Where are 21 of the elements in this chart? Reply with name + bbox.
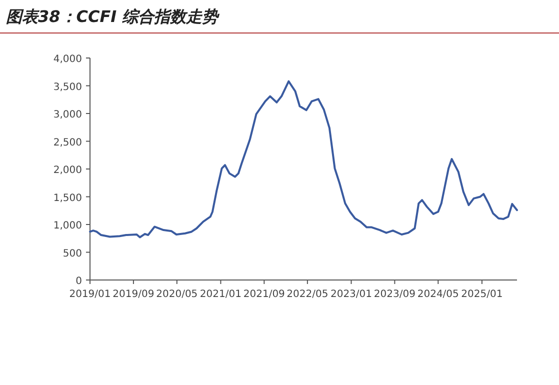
y-tick-label: 2,000 — [53, 165, 82, 176]
y-tick-label: 2,500 — [53, 137, 82, 148]
x-tick-label: 2019/01 — [69, 289, 111, 300]
x-tick-label: 2024/05 — [417, 289, 459, 300]
x-tick-label: 2020/05 — [156, 289, 198, 300]
y-tick-label: 0 — [76, 276, 82, 287]
y-tick-label: 1,000 — [53, 220, 82, 232]
x-tick-label: 2025/01 — [461, 289, 503, 300]
chart-title: 图表38：CCFI 综合指数走势 — [6, 7, 220, 26]
y-tick-label: 1,500 — [53, 192, 82, 204]
x-tick-label: 2023/01 — [330, 289, 372, 300]
y-tick-label: 3,000 — [53, 110, 82, 120]
x-tick-label: 2021/01 — [200, 289, 242, 300]
y-tick-label: 4,000 — [53, 54, 82, 65]
y-tick-label: 500 — [62, 248, 82, 260]
x-tick-label: 2019/09 — [112, 289, 154, 300]
x-tick-label: 2021/09 — [243, 289, 285, 300]
x-tick-label: 2022/05 — [286, 289, 328, 300]
y-tick-label: 3,500 — [53, 82, 82, 93]
x-tick-label: 2023/09 — [374, 289, 416, 300]
line-series — [89, 80, 518, 238]
